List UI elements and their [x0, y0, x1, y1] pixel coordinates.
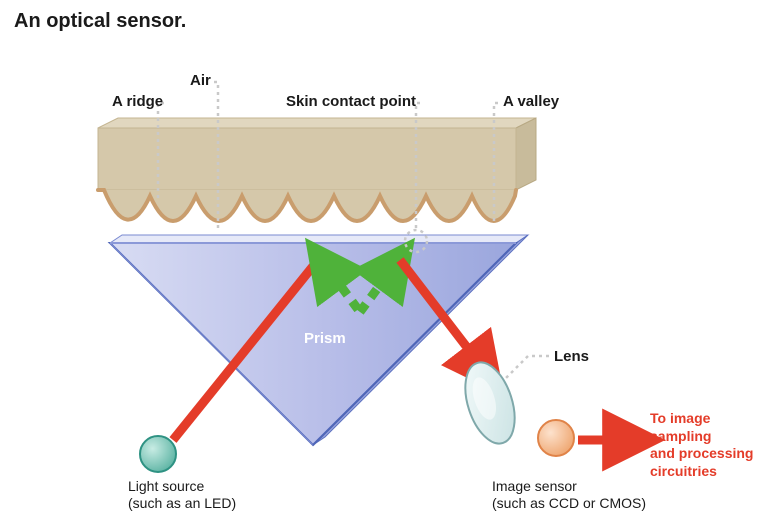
led-icon	[140, 436, 176, 472]
output-text-l4: circuitries	[650, 463, 753, 481]
lens	[456, 356, 524, 449]
caption-light-source-l1: Light source	[128, 478, 236, 495]
output-text-l3: and processing	[650, 445, 753, 463]
output-text-l2: sampling	[650, 428, 753, 446]
caption-light-source-l2: (such as an LED)	[128, 495, 236, 512]
image-sensor-icon	[538, 420, 574, 456]
diagram-title: An optical sensor.	[14, 10, 186, 33]
caption-image-sensor: Image sensor (such as CCD or CMOS)	[492, 478, 646, 512]
caption-light-source: Light source (such as an LED)	[128, 478, 236, 512]
output-text: To image sampling and processing circuit…	[650, 410, 753, 480]
output-text-l1: To image	[650, 410, 753, 428]
label-lens: Lens	[554, 348, 589, 365]
label-prism: Prism	[304, 330, 346, 347]
caption-image-sensor-l2: (such as CCD or CMOS)	[492, 495, 646, 512]
label-air: Air	[190, 72, 211, 89]
label-contact: Skin contact point	[286, 93, 416, 110]
label-valley: A valley	[503, 93, 559, 110]
skin-block	[98, 118, 536, 221]
label-ridge: A ridge	[112, 93, 163, 110]
caption-image-sensor-l1: Image sensor	[492, 478, 646, 495]
